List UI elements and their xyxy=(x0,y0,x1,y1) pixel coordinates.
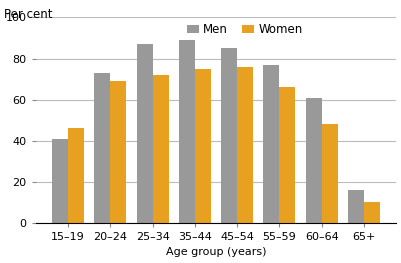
Bar xyxy=(136,44,152,223)
X-axis label: Age group (years): Age group (years) xyxy=(165,247,265,257)
Bar xyxy=(152,75,168,223)
Bar xyxy=(68,128,84,223)
Bar xyxy=(363,202,379,223)
Text: Per cent: Per cent xyxy=(4,8,53,21)
Bar xyxy=(347,190,363,223)
Bar xyxy=(321,124,337,223)
Bar xyxy=(94,73,110,223)
Bar xyxy=(279,87,295,223)
Bar xyxy=(52,139,68,223)
Bar xyxy=(178,40,194,223)
Bar xyxy=(237,67,253,223)
Bar xyxy=(263,65,279,223)
Bar xyxy=(194,69,211,223)
Legend: Men, Women: Men, Women xyxy=(186,23,302,36)
Bar xyxy=(305,98,321,223)
Bar xyxy=(221,48,237,223)
Bar xyxy=(110,81,126,223)
